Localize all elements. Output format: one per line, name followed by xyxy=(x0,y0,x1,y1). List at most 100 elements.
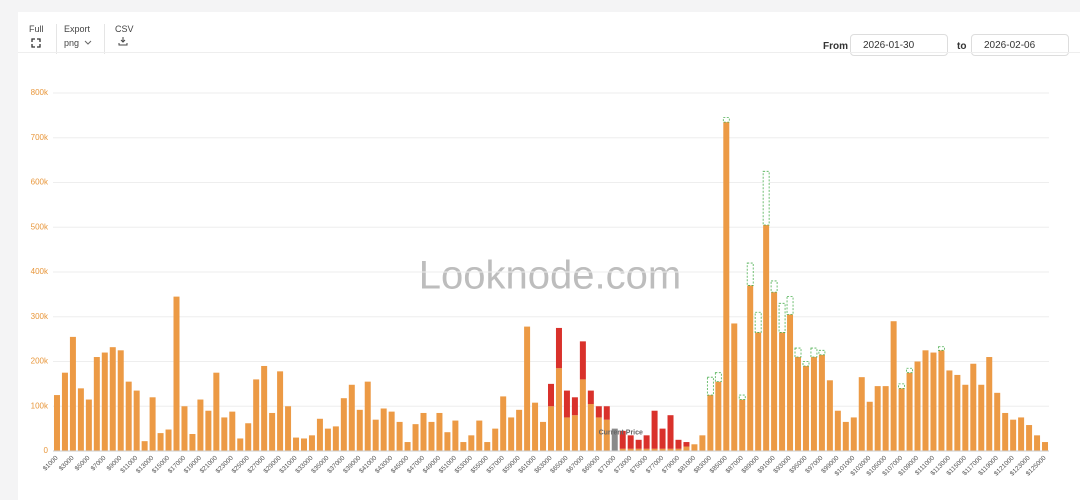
bar xyxy=(181,406,188,451)
bar xyxy=(763,225,770,451)
bar xyxy=(1042,442,1049,451)
bar xyxy=(476,420,483,451)
bar xyxy=(795,357,802,451)
bar xyxy=(555,368,562,451)
fullscreen-icon[interactable] xyxy=(31,38,41,48)
bar xyxy=(747,285,754,451)
bar xyxy=(500,396,507,451)
bar xyxy=(404,442,411,451)
bar xyxy=(595,406,602,418)
bar xyxy=(571,415,578,451)
bar xyxy=(579,379,586,451)
bar xyxy=(755,332,762,451)
bar xyxy=(412,424,419,451)
bar xyxy=(771,292,778,451)
bar xyxy=(109,347,116,451)
bar xyxy=(667,415,674,449)
bar xyxy=(555,327,562,369)
bar xyxy=(269,412,276,451)
to-date[interactable]: 2026-02-06 xyxy=(971,34,1069,56)
bar xyxy=(221,417,228,451)
bar xyxy=(157,433,164,451)
bar xyxy=(874,386,881,451)
bar xyxy=(563,390,570,418)
bar xyxy=(1026,425,1033,451)
to-label: to xyxy=(957,41,967,52)
csv-label[interactable]: CSV xyxy=(115,24,134,34)
bar xyxy=(970,363,977,451)
bar xyxy=(460,442,467,451)
bar xyxy=(826,380,833,451)
x-tick-label: $1000 xyxy=(42,454,60,472)
format-select[interactable]: png xyxy=(64,38,80,48)
bar xyxy=(149,397,156,451)
bar xyxy=(293,437,300,451)
bar xyxy=(611,428,618,451)
from-date[interactable]: 2026-01-30 xyxy=(850,34,948,56)
x-tick-label: $5000 xyxy=(74,454,92,472)
bar xyxy=(548,383,554,407)
bar xyxy=(516,409,523,451)
bar xyxy=(651,410,658,449)
bar xyxy=(348,384,355,451)
bar xyxy=(722,117,730,123)
bar xyxy=(619,430,626,449)
bar xyxy=(810,347,818,358)
watermark: Looknode.com xyxy=(419,254,681,298)
full-label[interactable]: Full xyxy=(29,24,44,34)
bar xyxy=(484,442,491,451)
y-tick-label: 300k xyxy=(31,312,49,321)
bar xyxy=(714,372,722,383)
y-tick-label: 700k xyxy=(31,133,49,142)
bar xyxy=(659,428,666,449)
bar xyxy=(356,409,363,451)
bar xyxy=(340,398,347,451)
bar xyxy=(532,402,539,451)
bar xyxy=(492,428,499,451)
bar xyxy=(627,435,634,449)
bar xyxy=(205,410,212,451)
bar xyxy=(914,361,921,451)
bar xyxy=(922,350,929,451)
bar xyxy=(53,395,60,451)
export-label[interactable]: Export xyxy=(64,24,91,34)
bar xyxy=(1034,435,1041,451)
bar xyxy=(906,372,913,451)
bar xyxy=(802,361,810,367)
bar xyxy=(699,435,706,451)
y-tick-label: 0 xyxy=(44,446,49,455)
y-tick-label: 800k xyxy=(31,88,49,97)
bar xyxy=(643,448,650,451)
bar xyxy=(978,384,985,451)
download-icon[interactable] xyxy=(118,37,128,46)
y-tick-label: 500k xyxy=(31,222,49,231)
bar xyxy=(706,376,714,396)
bar xyxy=(277,371,284,451)
bar xyxy=(93,357,100,451)
bar xyxy=(125,381,132,451)
bar xyxy=(229,411,236,451)
bar xyxy=(778,302,786,333)
bar xyxy=(675,439,682,449)
bar xyxy=(746,262,754,286)
x-tick-label: $7000 xyxy=(90,454,108,472)
bar xyxy=(635,448,642,451)
bar xyxy=(882,386,889,451)
bar xyxy=(1018,417,1025,451)
bar xyxy=(579,341,586,380)
bar xyxy=(380,408,387,451)
bar xyxy=(627,448,634,451)
bar xyxy=(300,438,307,451)
bar xyxy=(213,372,220,451)
bar xyxy=(85,399,92,451)
bar xyxy=(946,370,953,451)
bar xyxy=(691,444,698,451)
bar xyxy=(332,426,339,451)
bar xyxy=(683,446,690,451)
bar xyxy=(842,421,849,451)
bar xyxy=(683,442,690,447)
bar xyxy=(587,390,594,405)
bar xyxy=(77,388,84,451)
x-tick-label: $3000 xyxy=(58,454,76,472)
